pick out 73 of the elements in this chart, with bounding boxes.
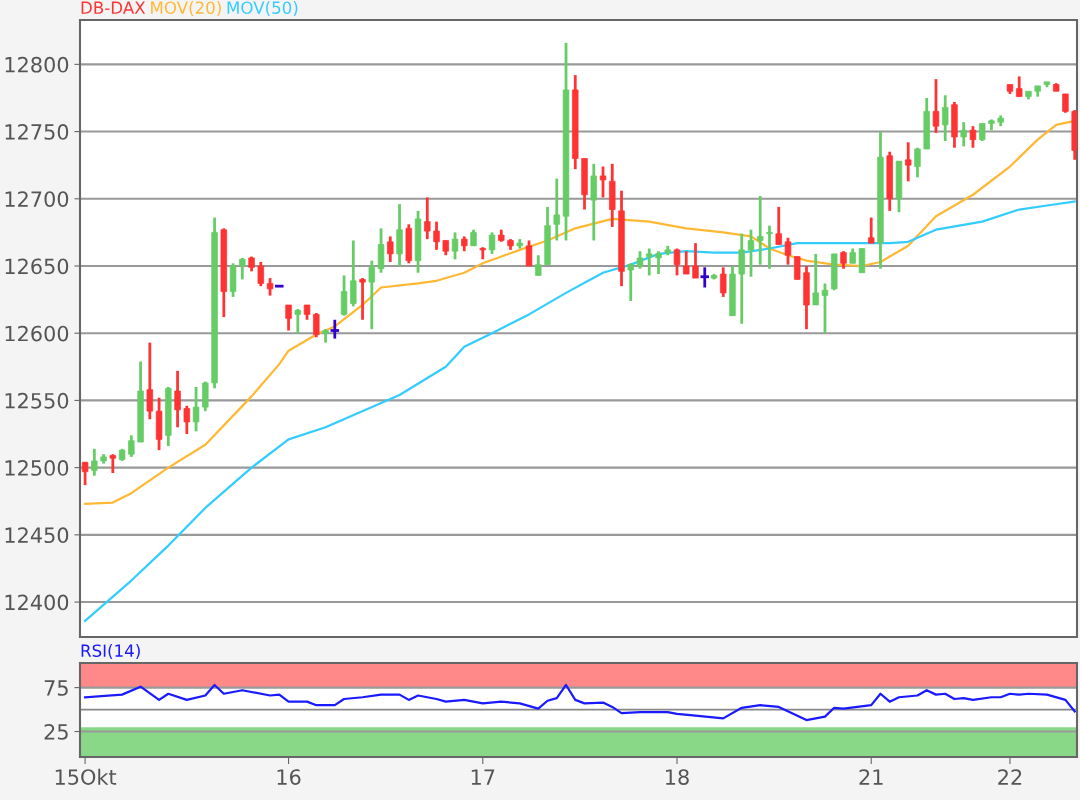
- candlestick: [757, 194, 764, 267]
- line-series: [83, 200, 1076, 622]
- candlestick: [692, 241, 699, 280]
- candlestick: [969, 124, 977, 150]
- candlestick: [627, 261, 634, 303]
- x-tick-label: 17: [471, 769, 495, 785]
- candlestick: [868, 216, 875, 245]
- candlestick: [784, 236, 792, 267]
- candlestick: [960, 120, 967, 148]
- y-tick-label: 12800: [5, 56, 69, 73]
- candlestick: [720, 265, 727, 299]
- candlestick: [109, 452, 117, 475]
- candlestick: [775, 205, 782, 246]
- x-tick-label: 15Okt: [55, 768, 117, 785]
- candlestick: [794, 255, 801, 281]
- candlestick: [451, 231, 459, 261]
- candlestick: [914, 146, 921, 179]
- candlestick: [285, 303, 292, 332]
- candlestick: [812, 252, 819, 307]
- x-tick-label: 22: [998, 769, 1022, 785]
- y-tick-label: 12450: [5, 527, 69, 544]
- candlestick: [1062, 92, 1069, 115]
- candlestick: [747, 228, 755, 279]
- candlestick: [683, 249, 690, 276]
- candlestick: [821, 282, 829, 335]
- candlestick: [941, 93, 949, 143]
- candlestick: [905, 140, 912, 183]
- candlestick: [146, 341, 154, 421]
- candlestick: [1015, 75, 1023, 99]
- candlestick: [128, 433, 135, 459]
- candlestick: [368, 259, 376, 331]
- candlestick: [932, 77, 940, 135]
- candlestick: [192, 385, 200, 433]
- y-tick-label: 12550: [5, 392, 69, 409]
- x-tick-label: 18: [666, 769, 689, 785]
- candlestick: [599, 165, 607, 199]
- x-tick-label: 16: [277, 769, 301, 785]
- candlestick: [359, 276, 366, 322]
- candlestick: [91, 447, 98, 478]
- text: MOV(50): [227, 1, 298, 16]
- text: MOV(20): [151, 1, 221, 16]
- x-tick-label: 21: [859, 769, 883, 785]
- candlestick: [553, 177, 560, 242]
- candlestick: [313, 311, 320, 339]
- y-tick-label: 12750: [5, 124, 69, 140]
- y-tick-label: 75: [44, 680, 68, 696]
- series-label: RSI(14): [81, 644, 140, 659]
- candlestick: [350, 239, 357, 308]
- candlestick: [340, 274, 348, 318]
- candlestick: [81, 460, 89, 487]
- y-tick-label: 12400: [5, 594, 69, 611]
- candlestick: [766, 224, 773, 271]
- candlestick: [424, 196, 431, 241]
- candlestick: [673, 247, 681, 277]
- y-tick-label: 25: [44, 723, 68, 740]
- candlestick: [239, 256, 246, 281]
- candlestick: [525, 239, 533, 268]
- y-tick-label: 12650: [5, 258, 69, 275]
- candlestick: [535, 253, 542, 277]
- y-tick-label: 12600: [5, 325, 69, 342]
- candlestick: [387, 235, 394, 264]
- candlestick: [433, 220, 440, 252]
- line-series: [83, 683, 1076, 722]
- candlestick: [257, 260, 265, 288]
- y-tick-label: 12700: [5, 191, 69, 207]
- y-tick-label: 12500: [5, 460, 69, 476]
- candlestick: [183, 404, 191, 436]
- candlestick: [488, 231, 496, 256]
- candlestick: [655, 249, 662, 276]
- candlestick: [294, 307, 302, 335]
- candlestick: [646, 247, 653, 277]
- text: DB-DAX: [81, 1, 146, 14]
- candlestick: [174, 369, 181, 429]
